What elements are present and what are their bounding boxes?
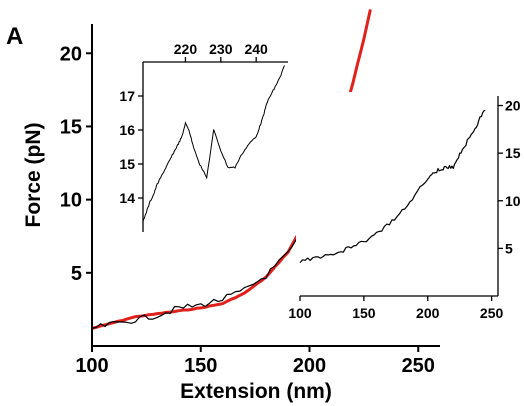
main-x-axis-title: Extension (nm) (180, 380, 332, 403)
lower-x-tick-label: 200 (416, 305, 440, 321)
main-x-tick-label: 250 (402, 355, 435, 377)
main-y-tick-label: 5 (71, 263, 82, 285)
lower-y-tick-label: 20 (505, 98, 521, 114)
lower-x-tick-label: 100 (288, 305, 312, 321)
lower-x-tick-label: 150 (352, 305, 376, 321)
lower-y-tick-label: 15 (505, 145, 521, 161)
panel-label: A (6, 23, 23, 50)
inset-y-tick-label: 17 (119, 88, 135, 104)
main-x-tick-label: 100 (75, 355, 108, 377)
main-y-tick-label: 20 (60, 43, 82, 65)
inset-y-tick-label: 14 (119, 190, 135, 206)
main-y-tick-label: 10 (60, 190, 82, 212)
main-chart: 100 150 200 250 5 10 15 20 Extension (nm) Force (… (22, 9, 444, 403)
lower-right-chart: 100 150 200 250 5 10 15 20 (288, 92, 521, 321)
inset-chart: 220 230 240 14 15 16 17 (119, 41, 288, 232)
lower-chart-background (296, 92, 500, 300)
inset-series-line (142, 65, 285, 222)
inset-x-tick-label: 230 (209, 41, 233, 57)
inset-background (143, 62, 288, 232)
lower-x-tick-label: 250 (480, 305, 504, 321)
inset-x-tick-label: 220 (174, 41, 198, 57)
inset-y-tick-label: 16 (119, 122, 135, 138)
inset-x-tick-label: 240 (244, 41, 268, 57)
inset-y-tick-label: 15 (119, 156, 135, 172)
main-y-axis-title: Force (pN) (22, 123, 45, 228)
main-x-tick-label: 150 (184, 355, 217, 377)
lower-y-tick-label: 10 (505, 193, 521, 209)
lower-series-line (299, 109, 486, 264)
main-x-tick-label: 200 (293, 355, 326, 377)
main-y-tick-label: 15 (60, 116, 82, 138)
lower-y-tick-label: 5 (505, 240, 513, 256)
